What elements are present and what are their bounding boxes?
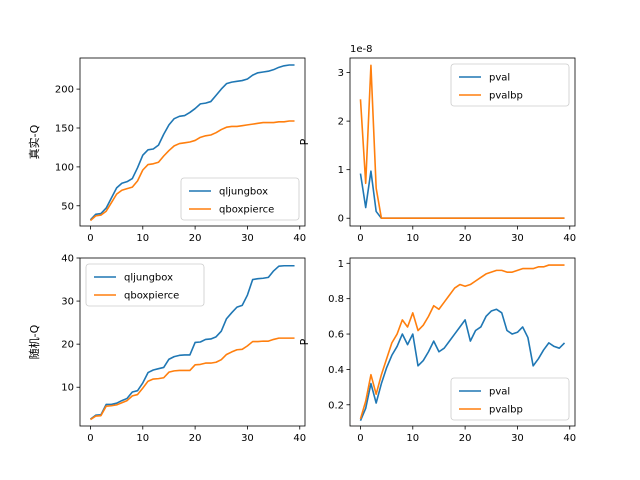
- x-tick-label: 0: [357, 433, 363, 444]
- y-tick-label: 40: [61, 254, 74, 265]
- x-tick-label: 40: [563, 433, 576, 444]
- y-tick-label: 30: [61, 297, 74, 308]
- legend-label-pvalbp: pvalbp: [489, 91, 523, 102]
- legend-label-qljungbox: qljungbox: [124, 273, 173, 284]
- y-tick-label: 0.2: [328, 400, 344, 411]
- y-tick-label: 1: [338, 165, 344, 176]
- x-tick-label: 20: [459, 233, 472, 244]
- series-line-pval: [359, 170, 565, 220]
- x-tick-label: 10: [406, 233, 419, 244]
- x-tick-label: 40: [293, 433, 306, 444]
- x-tick-label: 10: [136, 233, 149, 244]
- x-tick-label: 30: [511, 433, 524, 444]
- y-tick-label: 200: [55, 85, 74, 96]
- y-tick-label: 0.4: [328, 365, 344, 376]
- x-tick-label: 20: [459, 433, 472, 444]
- y-tick-label: 0.8: [328, 294, 344, 305]
- x-tick-label: 10: [406, 433, 419, 444]
- x-tick-label: 0: [87, 233, 93, 244]
- x-tick-label: 30: [241, 233, 254, 244]
- x-tick-label: 30: [511, 233, 524, 244]
- y-axis-label: 随机-Q: [27, 324, 41, 359]
- x-tick-label: 40: [293, 233, 306, 244]
- y-tick-label: 10: [61, 383, 74, 394]
- axes-frame: [349, 57, 576, 227]
- x-tick-label: 40: [563, 233, 576, 244]
- chart-panel-1: 0 10 20 30 40 50 100 150 200 真实-Q qljungbox qboxpie…: [27, 57, 306, 244]
- y-tick-label: 3: [338, 68, 344, 79]
- y-tick-label: 50: [61, 201, 74, 212]
- legend: pval pvalbp: [450, 377, 570, 421]
- legend-label-qboxpierce: qboxpierce: [219, 205, 274, 216]
- series-line-pval: [359, 308, 566, 422]
- series-line-qljungbox: [89, 264, 295, 420]
- x-tick-label: 20: [189, 233, 202, 244]
- y-tick-label: 20: [61, 340, 74, 351]
- y-tick-label: 0.6: [328, 330, 344, 341]
- legend-label-qboxpierce: qboxpierce: [124, 291, 179, 302]
- axis-offset-text: 1e-8: [350, 44, 373, 55]
- legend: qljungbox qboxpierce: [180, 177, 300, 221]
- y-tick-label: 150: [55, 124, 74, 135]
- axes-frame: [79, 57, 306, 227]
- y-tick-label: 1: [338, 259, 344, 270]
- x-tick-label: 0: [357, 233, 363, 244]
- series-line-pvalbp: [359, 64, 565, 220]
- legend-label-pval: pval: [489, 387, 510, 398]
- y-axis-label: P: [298, 138, 311, 145]
- y-tick-label: 0: [338, 214, 344, 225]
- y-axis-label: 真实-Q: [27, 124, 41, 159]
- legend-label-pvalbp: pvalbp: [489, 405, 523, 416]
- x-tick-label: 30: [241, 433, 254, 444]
- chart-panel-3: 0 10 20 30 40 10 20 30 40 随机-Q qljungbox qboxpierce: [27, 254, 306, 445]
- series-line-qboxpierce: [90, 337, 295, 421]
- legend-label-pval: pval: [489, 73, 510, 84]
- x-tick-label: 10: [136, 433, 149, 444]
- x-tick-label: 20: [189, 433, 202, 444]
- series-line-qljungbox: [89, 64, 295, 221]
- axes-frame: [79, 257, 306, 427]
- y-axis-label: P: [298, 338, 311, 345]
- x-tick-label: 0: [87, 433, 93, 444]
- legend: pval pvalbp: [450, 63, 570, 107]
- series-line-pvalbp: [359, 264, 565, 420]
- legend-label-qljungbox: qljungbox: [219, 187, 268, 198]
- legend: qljungbox qboxpierce: [85, 263, 205, 307]
- series-line-qboxpierce: [89, 120, 295, 222]
- y-tick-label: 2: [338, 117, 344, 128]
- axes-frame: [349, 257, 576, 427]
- y-tick-label: 100: [55, 162, 74, 173]
- chart-panel-2: 0 10 20 30 40 0 1 2 3 P 1e-8 pval pvalbp: [298, 44, 576, 244]
